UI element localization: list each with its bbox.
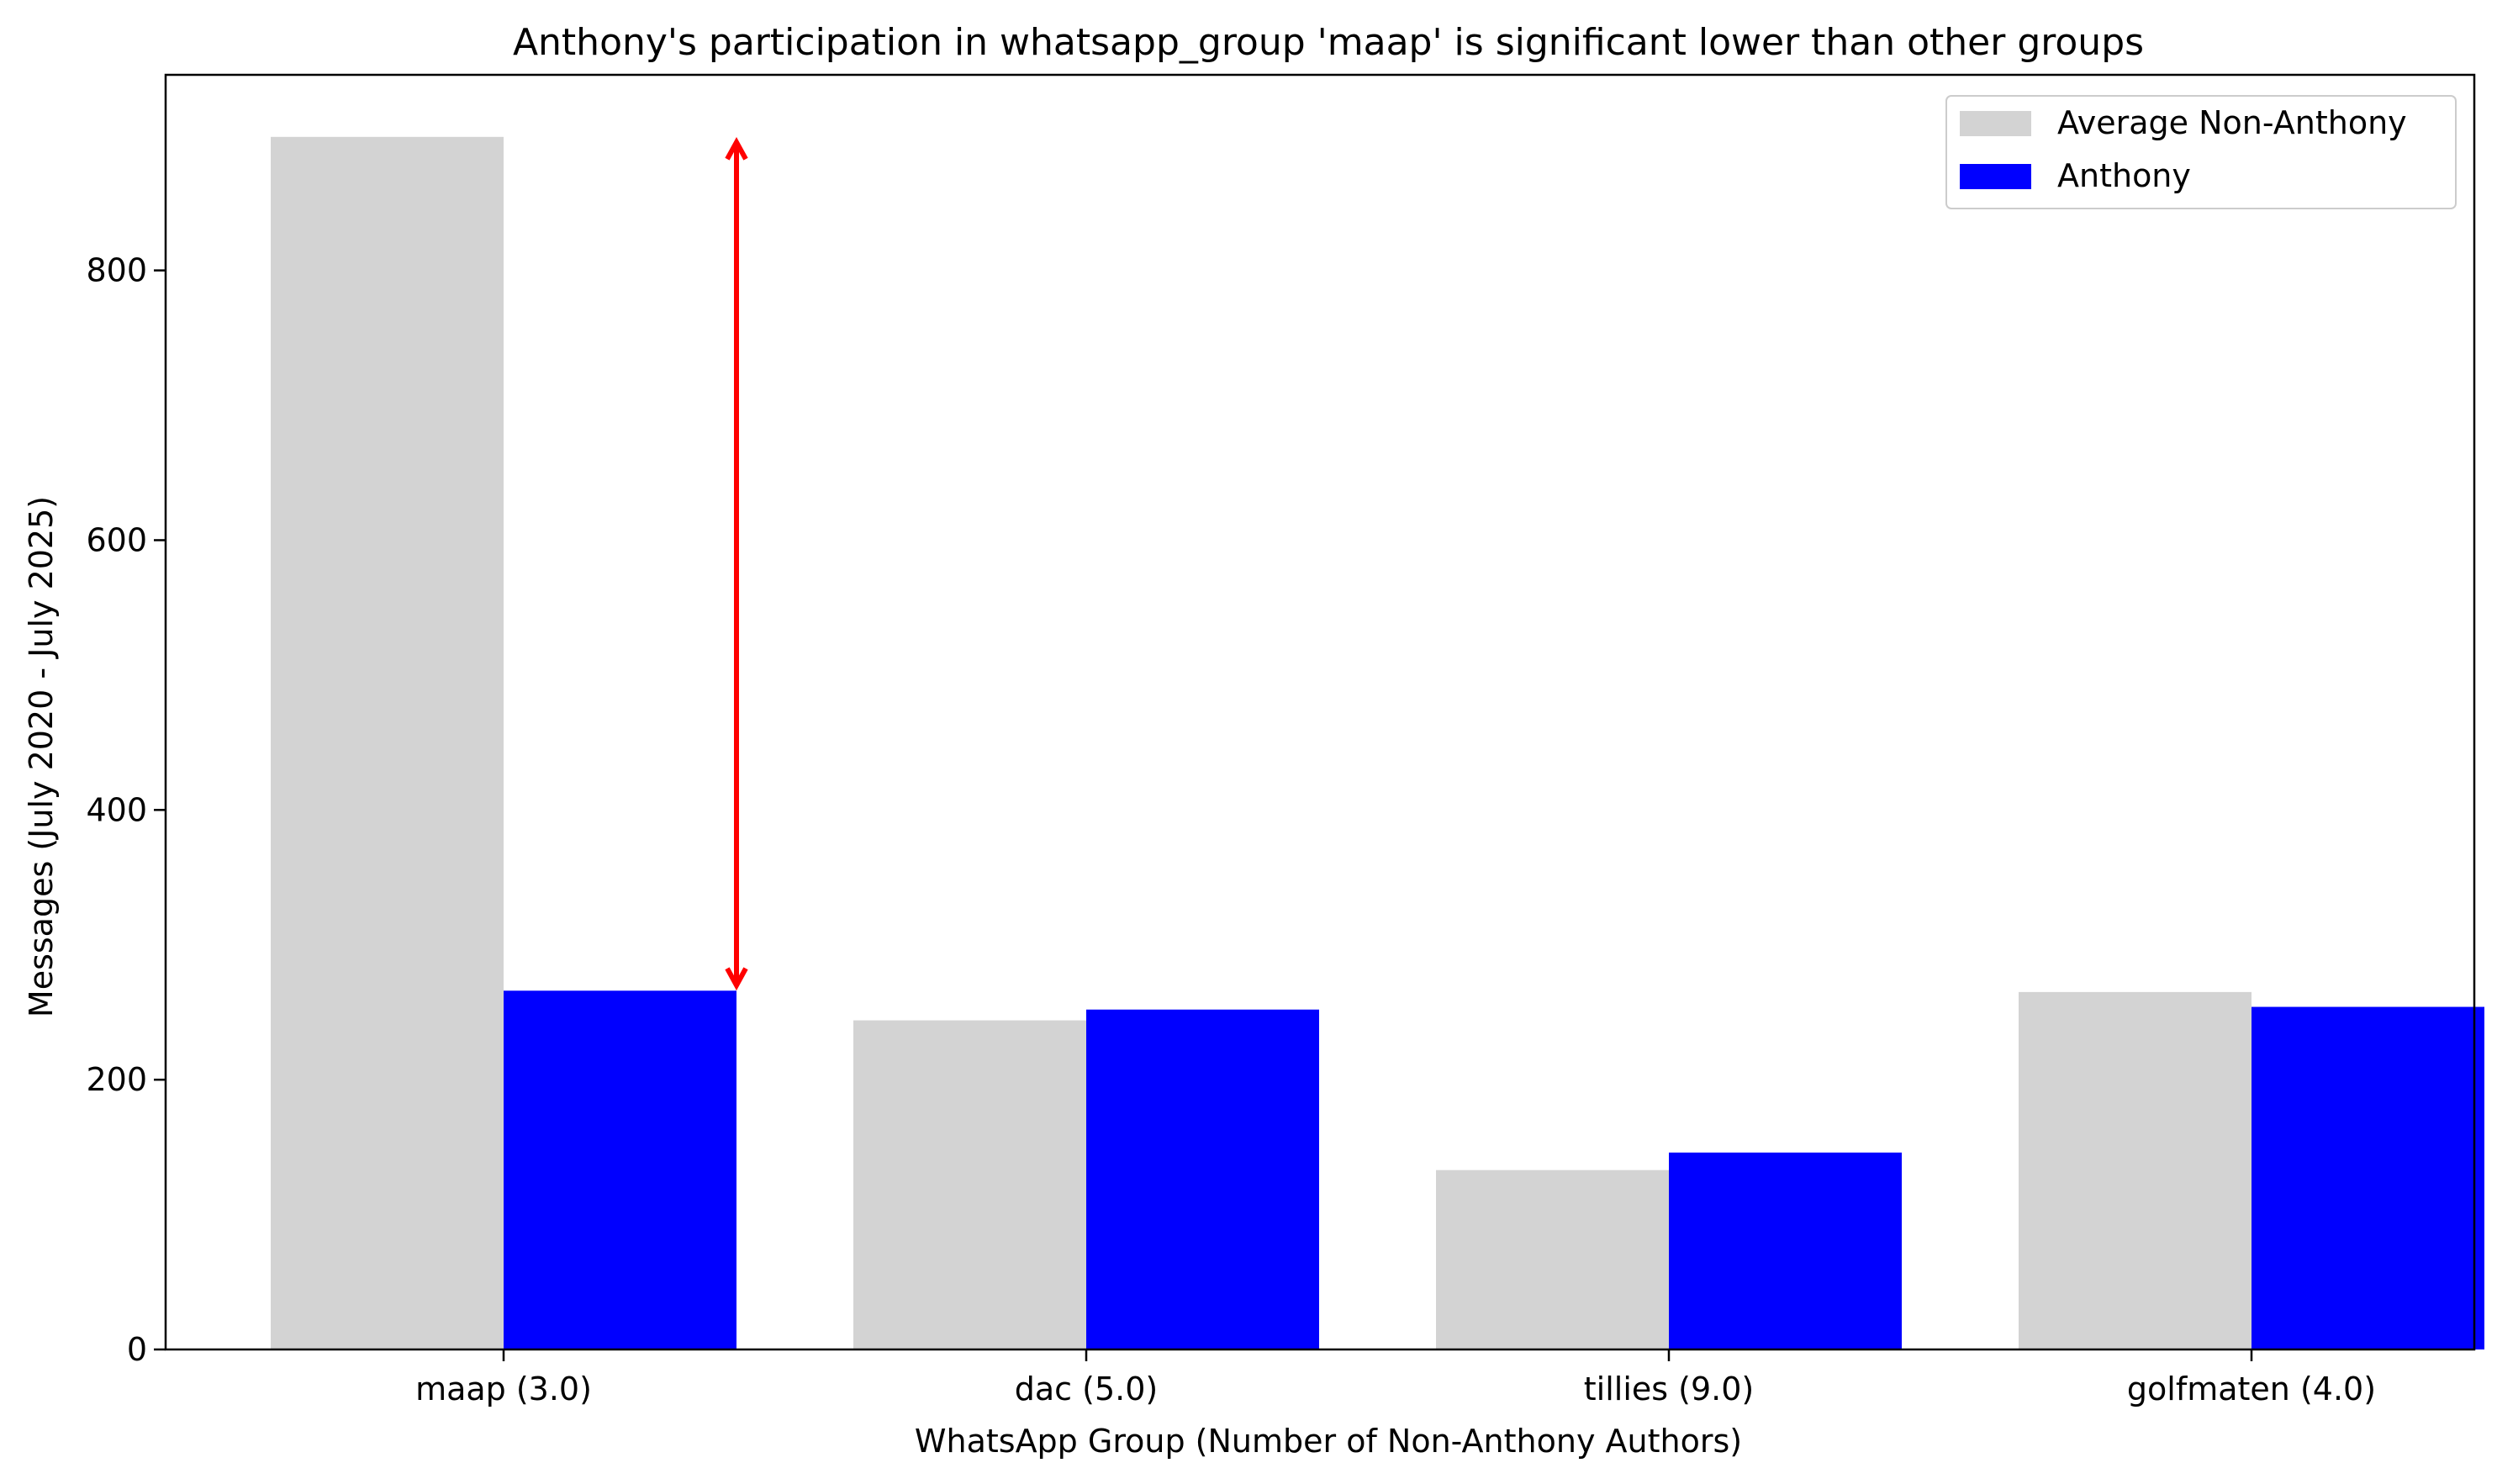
bar-avg-non-anthony-2 [1436, 1170, 1669, 1349]
x-tick-label: dac (5.0) [1015, 1370, 1158, 1407]
legend: Average Non-Anthony Anthony [1945, 95, 2457, 209]
annotation-layer [725, 136, 748, 991]
bar-avg-non-anthony-1 [853, 1020, 1086, 1349]
y-tick-label: 200 [86, 1061, 147, 1098]
legend-label: Average Non-Anthony [2057, 104, 2407, 141]
legend-box [1945, 95, 2457, 209]
bar-anthony-2 [1669, 1152, 1902, 1349]
x-tick-label: tillies (9.0) [1584, 1370, 1754, 1407]
plot-area-frame [164, 73, 2476, 1351]
annotation-arrow-head-top [725, 136, 748, 161]
bar-avg-non-anthony-0 [271, 136, 504, 1350]
legend-swatch [1960, 111, 2031, 136]
x-tick-label: maap (3.0) [415, 1370, 592, 1407]
y-tick-label: 600 [86, 521, 147, 558]
legend-label: Anthony [2057, 157, 2191, 194]
bars-layer [271, 136, 2484, 1350]
x-axis: maap (3.0) dac (5.0) tillies (9.0) golfmate… [415, 1349, 2376, 1407]
bar-anthony-1 [1086, 1009, 1319, 1349]
bar-anthony-0 [504, 990, 736, 1349]
chart-title: Anthony's participation in whatsapp_grou… [513, 21, 2144, 64]
x-tick-label: golfmaten (4.0) [2127, 1370, 2376, 1407]
bar-anthony-3 [2252, 1006, 2484, 1349]
bar-avg-non-anthony-3 [2019, 991, 2252, 1349]
y-tick-label: 800 [86, 252, 147, 289]
y-tick-label: 0 [127, 1331, 147, 1368]
y-axis: 0 200 400 600 800 [86, 252, 166, 1368]
legend-swatch [1960, 164, 2031, 189]
y-axis-label: Messages (July 2020 - July 2025) [23, 496, 60, 1017]
y-tick-label: 400 [86, 791, 147, 828]
x-axis-label: WhatsApp Group (Number of Non-Anthony Au… [915, 1423, 1742, 1460]
annotation-arrow-head-bottom [725, 967, 748, 991]
